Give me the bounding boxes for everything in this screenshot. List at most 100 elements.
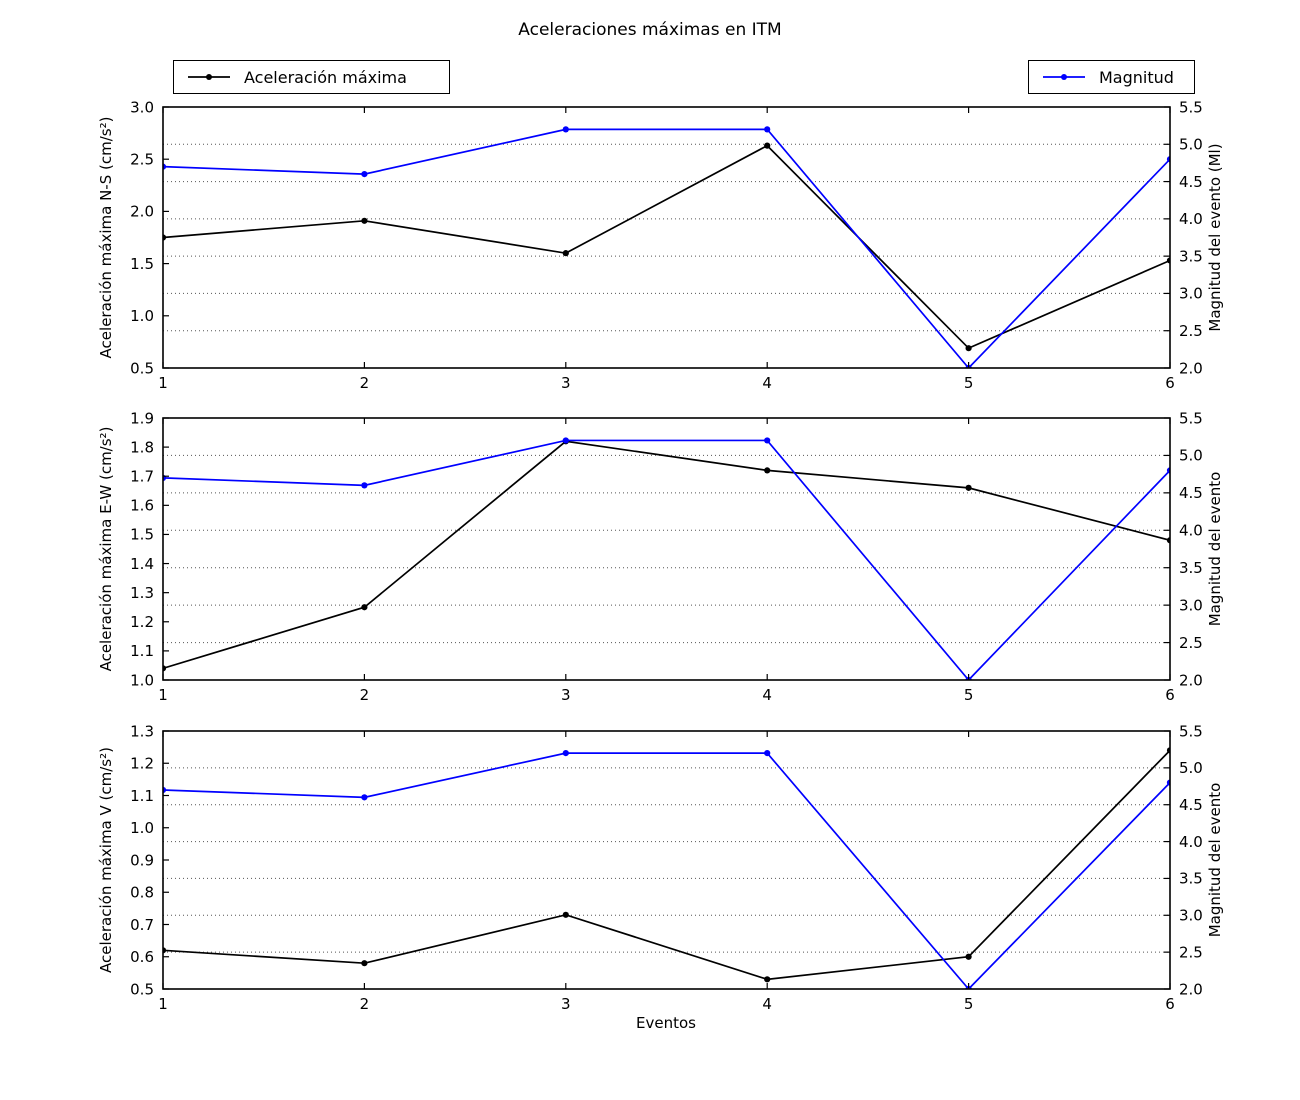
subplot-N-S: 1 2 3 4 5 6 0.5 1.0 1.5 2.0 2.5 3.0 2.0 2.5 3.0 3.5 4.0 4… [97,98,1224,392]
y-axis-label-right: Magnitud del evento (Ml) [1206,143,1224,331]
data-point-marker [965,953,972,960]
y-tick-label-left: 1.5 [130,255,154,273]
x-tick-label: 3 [561,374,571,392]
data-point-marker [764,142,771,149]
y-tick-label-right: 5.5 [1179,409,1203,427]
y-tick-label-left: 0.9 [130,851,154,869]
y-axis-label-left: Aceleración máxima E-W (cm/s²) [97,427,115,672]
y-tick-label-left: 0.6 [130,948,154,966]
series-line-magnitude [163,439,1170,680]
y-tick-label-left: 1.0 [130,307,154,325]
y-tick-label-right: 3.5 [1179,247,1203,265]
data-point-marker [562,750,569,757]
y-tick-label-right: 5.0 [1179,447,1203,465]
x-tick-label: 6 [1165,374,1175,392]
y-tick-label-right: 3.5 [1179,870,1203,888]
data-point-marker [361,217,368,224]
x-tick-label: 3 [561,686,571,704]
y-tick-label-left: 1.6 [130,497,154,515]
y-tick-label-left: 1.3 [130,584,154,602]
y-tick-label-left: 0.7 [130,916,154,934]
subplot-V: 1 2 3 4 5 6 0.5 0.6 0.7 0.8 0.9 1.0 1.1 1.2 1.3 2.0 2.5 3… [97,722,1224,1013]
legend-magnitude-line-sample [1043,74,1085,80]
series-line-acceleration [163,144,1170,350]
x-tick-label: 5 [964,374,974,392]
x-axis-label: Eventos [636,1014,696,1032]
series-line-magnitude [163,752,1170,989]
data-point-marker [764,126,771,133]
y-tick-label-left: 0.5 [130,359,154,377]
data-point-marker [562,250,569,257]
x-tick-label: 2 [360,995,370,1013]
data-point-marker [764,750,771,757]
series-group [163,747,1170,989]
legend-acceleration-line-sample [188,74,230,80]
figure-title: Aceleraciones máximas en ITM [518,20,782,40]
x-tick-label: 6 [1165,995,1175,1013]
x-tick-label: 5 [964,686,974,704]
data-point-marker [361,482,368,489]
y-tick-label-left: 0.8 [130,884,154,902]
y-tick-label-left: 3.0 [130,98,154,116]
data-point-marker [562,126,569,133]
y-tick-label-right: 4.0 [1179,522,1203,540]
x-tick-label: 3 [561,995,571,1013]
y-tick-label-left: 2.0 [130,203,154,221]
x-tick-label: 4 [762,686,772,704]
series-group [163,126,1170,368]
y-tick-label-right: 5.0 [1179,759,1203,777]
series-line-acceleration [163,749,1170,981]
data-point-marker [764,976,771,983]
x-tick-label: 2 [360,374,370,392]
legend-acceleration: Aceleración máxima [173,60,450,94]
legend-magnitude: Magnitud [1028,60,1195,94]
y-tick-label-right: 3.0 [1179,285,1203,303]
axes-frame [162,106,1171,369]
x-tick-label: 4 [762,995,772,1013]
y-tick-label-right: 4.5 [1179,796,1203,814]
legend-acceleration-label: Aceleración máxima [244,67,407,87]
y-axis-label-left: Aceleración máxima N-S (cm/s²) [97,117,115,359]
y-tick-label-right: 4.0 [1179,833,1203,851]
y-tick-label-left: 1.8 [130,438,154,456]
data-point-marker [361,171,368,178]
axes-frame [162,730,1171,990]
y-tick-label-right: 2.0 [1179,671,1203,689]
y-tick-label-left: 1.1 [130,787,154,805]
data-point-marker [562,911,569,918]
series-group [163,437,1170,680]
y-tick-label-left: 1.9 [130,409,154,427]
y-tick-label-right: 2.0 [1179,980,1203,998]
data-point-marker [562,437,569,444]
y-tick-label-left: 1.0 [130,671,154,689]
y-tick-label-left: 1.1 [130,642,154,660]
y-axis-label-right: Magnitud del evento [1206,783,1224,938]
data-point-marker [361,604,368,611]
x-tick-label: 1 [158,686,168,704]
y-tick-label-right: 2.5 [1179,634,1203,652]
series-line-acceleration [163,440,1170,670]
axes-frame [162,417,1171,681]
data-point-marker [764,467,771,474]
y-tick-label-left: 2.5 [130,150,154,168]
series-line-magnitude [163,128,1170,368]
y-tick-label-right: 2.5 [1179,943,1203,961]
y-tick-label-left: 1.4 [130,555,154,573]
y-tick-label-left: 1.2 [130,613,154,631]
data-point-marker [361,794,368,801]
y-tick-label-right: 3.0 [1179,907,1203,925]
y-tick-label-right: 2.0 [1179,359,1203,377]
y-axis-label-left: Aceleración máxima V (cm/s²) [97,747,115,973]
data-point-marker [965,484,972,491]
y-tick-label-right: 5.5 [1179,98,1203,116]
y-tick-label-right: 3.0 [1179,596,1203,614]
data-point-marker [764,437,771,444]
y-tick-label-left: 0.5 [130,980,154,998]
x-tick-label: 6 [1165,686,1175,704]
y-tick-label-right: 4.0 [1179,210,1203,228]
data-point-marker [361,960,368,967]
subplot-E-W: 1 2 3 4 5 6 1.0 1.1 1.2 1.3 1.4 1.5 1.6 1.7 1.8 1.9 2.0 2… [97,409,1224,704]
y-tick-label-left: 1.3 [130,722,154,740]
